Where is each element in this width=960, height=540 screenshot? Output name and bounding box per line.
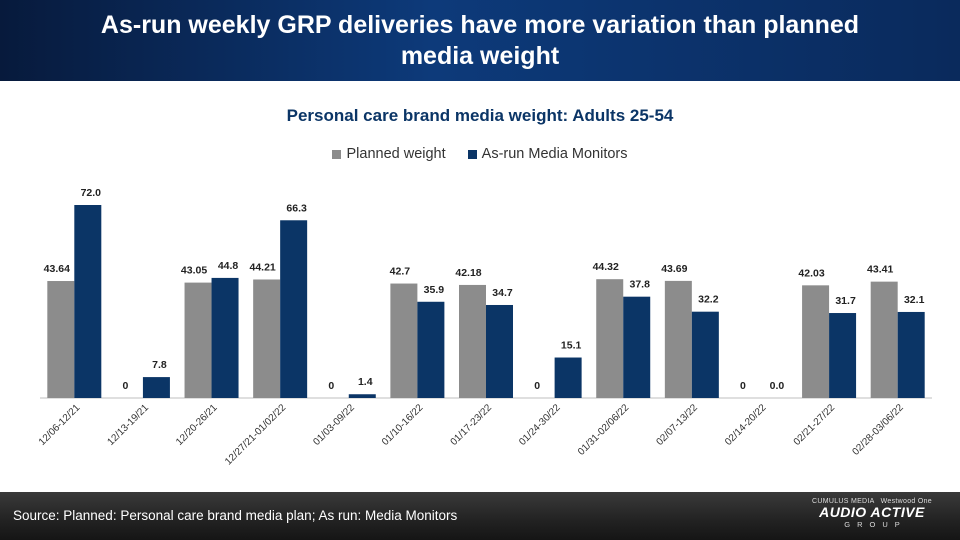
x-tick-label: 12/20-26/21 (174, 402, 220, 448)
bar-asrun (897, 311, 925, 398)
data-label-planned: 43.41 (867, 264, 893, 276)
bar-asrun (829, 313, 857, 398)
x-tick-label: 01/17-23/22 (449, 402, 495, 448)
x-tick-label: 02/07-13/22 (654, 402, 700, 448)
data-label-asrun: 31.7 (835, 295, 856, 307)
bar-asrun (486, 304, 513, 398)
bar-asrun (74, 205, 102, 398)
legend-item-planned: Planned weight (332, 146, 446, 162)
bar-planned (459, 284, 486, 398)
bar-planned (596, 279, 624, 398)
x-tick-label: 01/03-09/22 (311, 402, 357, 448)
logo-sub-text: GROUP (844, 520, 907, 529)
data-label-planned: 42.18 (455, 267, 481, 279)
bar-chart: 43.64 72.0 12/06-12/21 0 7.8 12/13-19/21 43.05… (37, 187, 932, 468)
bar-asrun (623, 296, 651, 398)
data-label-asrun: 32.2 (698, 294, 719, 306)
data-label-planned: 0 (740, 380, 746, 392)
legend-label-planned: Planned weight (346, 146, 446, 162)
data-label-planned: 44.32 (593, 261, 619, 273)
data-label-asrun: 15.1 (561, 340, 582, 352)
data-label-asrun: 66.3 (286, 202, 307, 214)
chart-title: Personal care brand media weight: Adults… (286, 106, 674, 125)
legend-item-asrun: As-run Media Monitors (467, 146, 628, 162)
x-tick-label: 02/21-27/22 (792, 402, 838, 448)
bar-asrun (280, 220, 308, 398)
x-tick-label: 01/31-02/06/22 (576, 402, 632, 458)
bar-planned (253, 279, 281, 398)
x-tick-label: 02/14-20/22 (723, 402, 769, 448)
bar-asrun (554, 357, 582, 398)
audio-active-group-logo: CUMULUS MEDIA Westwood One AUDIO ACTIVE … (802, 498, 942, 536)
x-tick-label: 12/13-19/21 (106, 402, 152, 448)
data-label-asrun: 0.0 (770, 380, 785, 392)
bar-asrun (348, 394, 376, 398)
data-label-planned: 44.21 (250, 261, 276, 273)
logo-main-text: AUDIO ACTIVE (819, 504, 925, 520)
logo-westwood-text: Westwood One (880, 498, 932, 505)
data-label-asrun: 72.0 (81, 187, 102, 199)
data-label-planned: 0 (328, 380, 334, 392)
bar-asrun (142, 377, 170, 398)
slide-header: As-run weekly GRP deliveries have more v… (0, 0, 960, 81)
data-label-asrun: 44.8 (218, 260, 239, 272)
legend-label-asrun: As-run Media Monitors (481, 146, 628, 162)
data-label-asrun: 34.7 (492, 287, 513, 299)
data-label-planned: 43.05 (181, 265, 207, 277)
bar-planned (802, 285, 830, 398)
x-tick-label: 01/10-16/22 (380, 402, 426, 448)
data-label-planned: 0 (123, 380, 129, 392)
chart-legend: Planned weight As-run Media Monitors (0, 146, 960, 162)
data-label-asrun: 32.1 (904, 294, 925, 306)
bar-asrun (691, 311, 719, 398)
legend-swatch-planned (332, 149, 342, 159)
bar-planned (664, 280, 692, 398)
x-tick-label: 02/28-03/06/22 (850, 402, 906, 458)
data-label-planned: 42.7 (390, 266, 411, 278)
logo-cumulus-text: CUMULUS MEDIA (812, 498, 875, 505)
data-label-asrun: 35.9 (424, 284, 445, 296)
data-label-planned: 0 (534, 380, 540, 392)
data-label-planned: 42.03 (798, 267, 824, 279)
bar-planned (870, 281, 898, 398)
x-tick-label: 12/27/21-01/02/22 (223, 402, 288, 467)
data-label-asrun: 1.4 (358, 376, 373, 388)
data-label-planned: 43.64 (44, 263, 70, 275)
data-label-asrun: 7.8 (152, 359, 167, 371)
x-tick-label: 12/06-12/21 (37, 402, 83, 448)
bar-planned (390, 283, 418, 398)
slide-footer: Source: Planned: Personal care brand med… (0, 492, 960, 540)
x-tick-label: 01/24-30/22 (517, 402, 563, 448)
bar-asrun (211, 277, 239, 398)
bar-planned (47, 281, 75, 398)
data-label-planned: 43.69 (661, 263, 687, 275)
legend-swatch-asrun (467, 149, 477, 159)
slide-title: As-run weekly GRP deliveries have more v… (100, 10, 860, 70)
bar-planned (184, 282, 212, 398)
data-label-asrun: 37.8 (630, 279, 651, 291)
bar-asrun (417, 301, 445, 398)
source-note: Source: Planned: Personal care brand med… (13, 508, 458, 523)
